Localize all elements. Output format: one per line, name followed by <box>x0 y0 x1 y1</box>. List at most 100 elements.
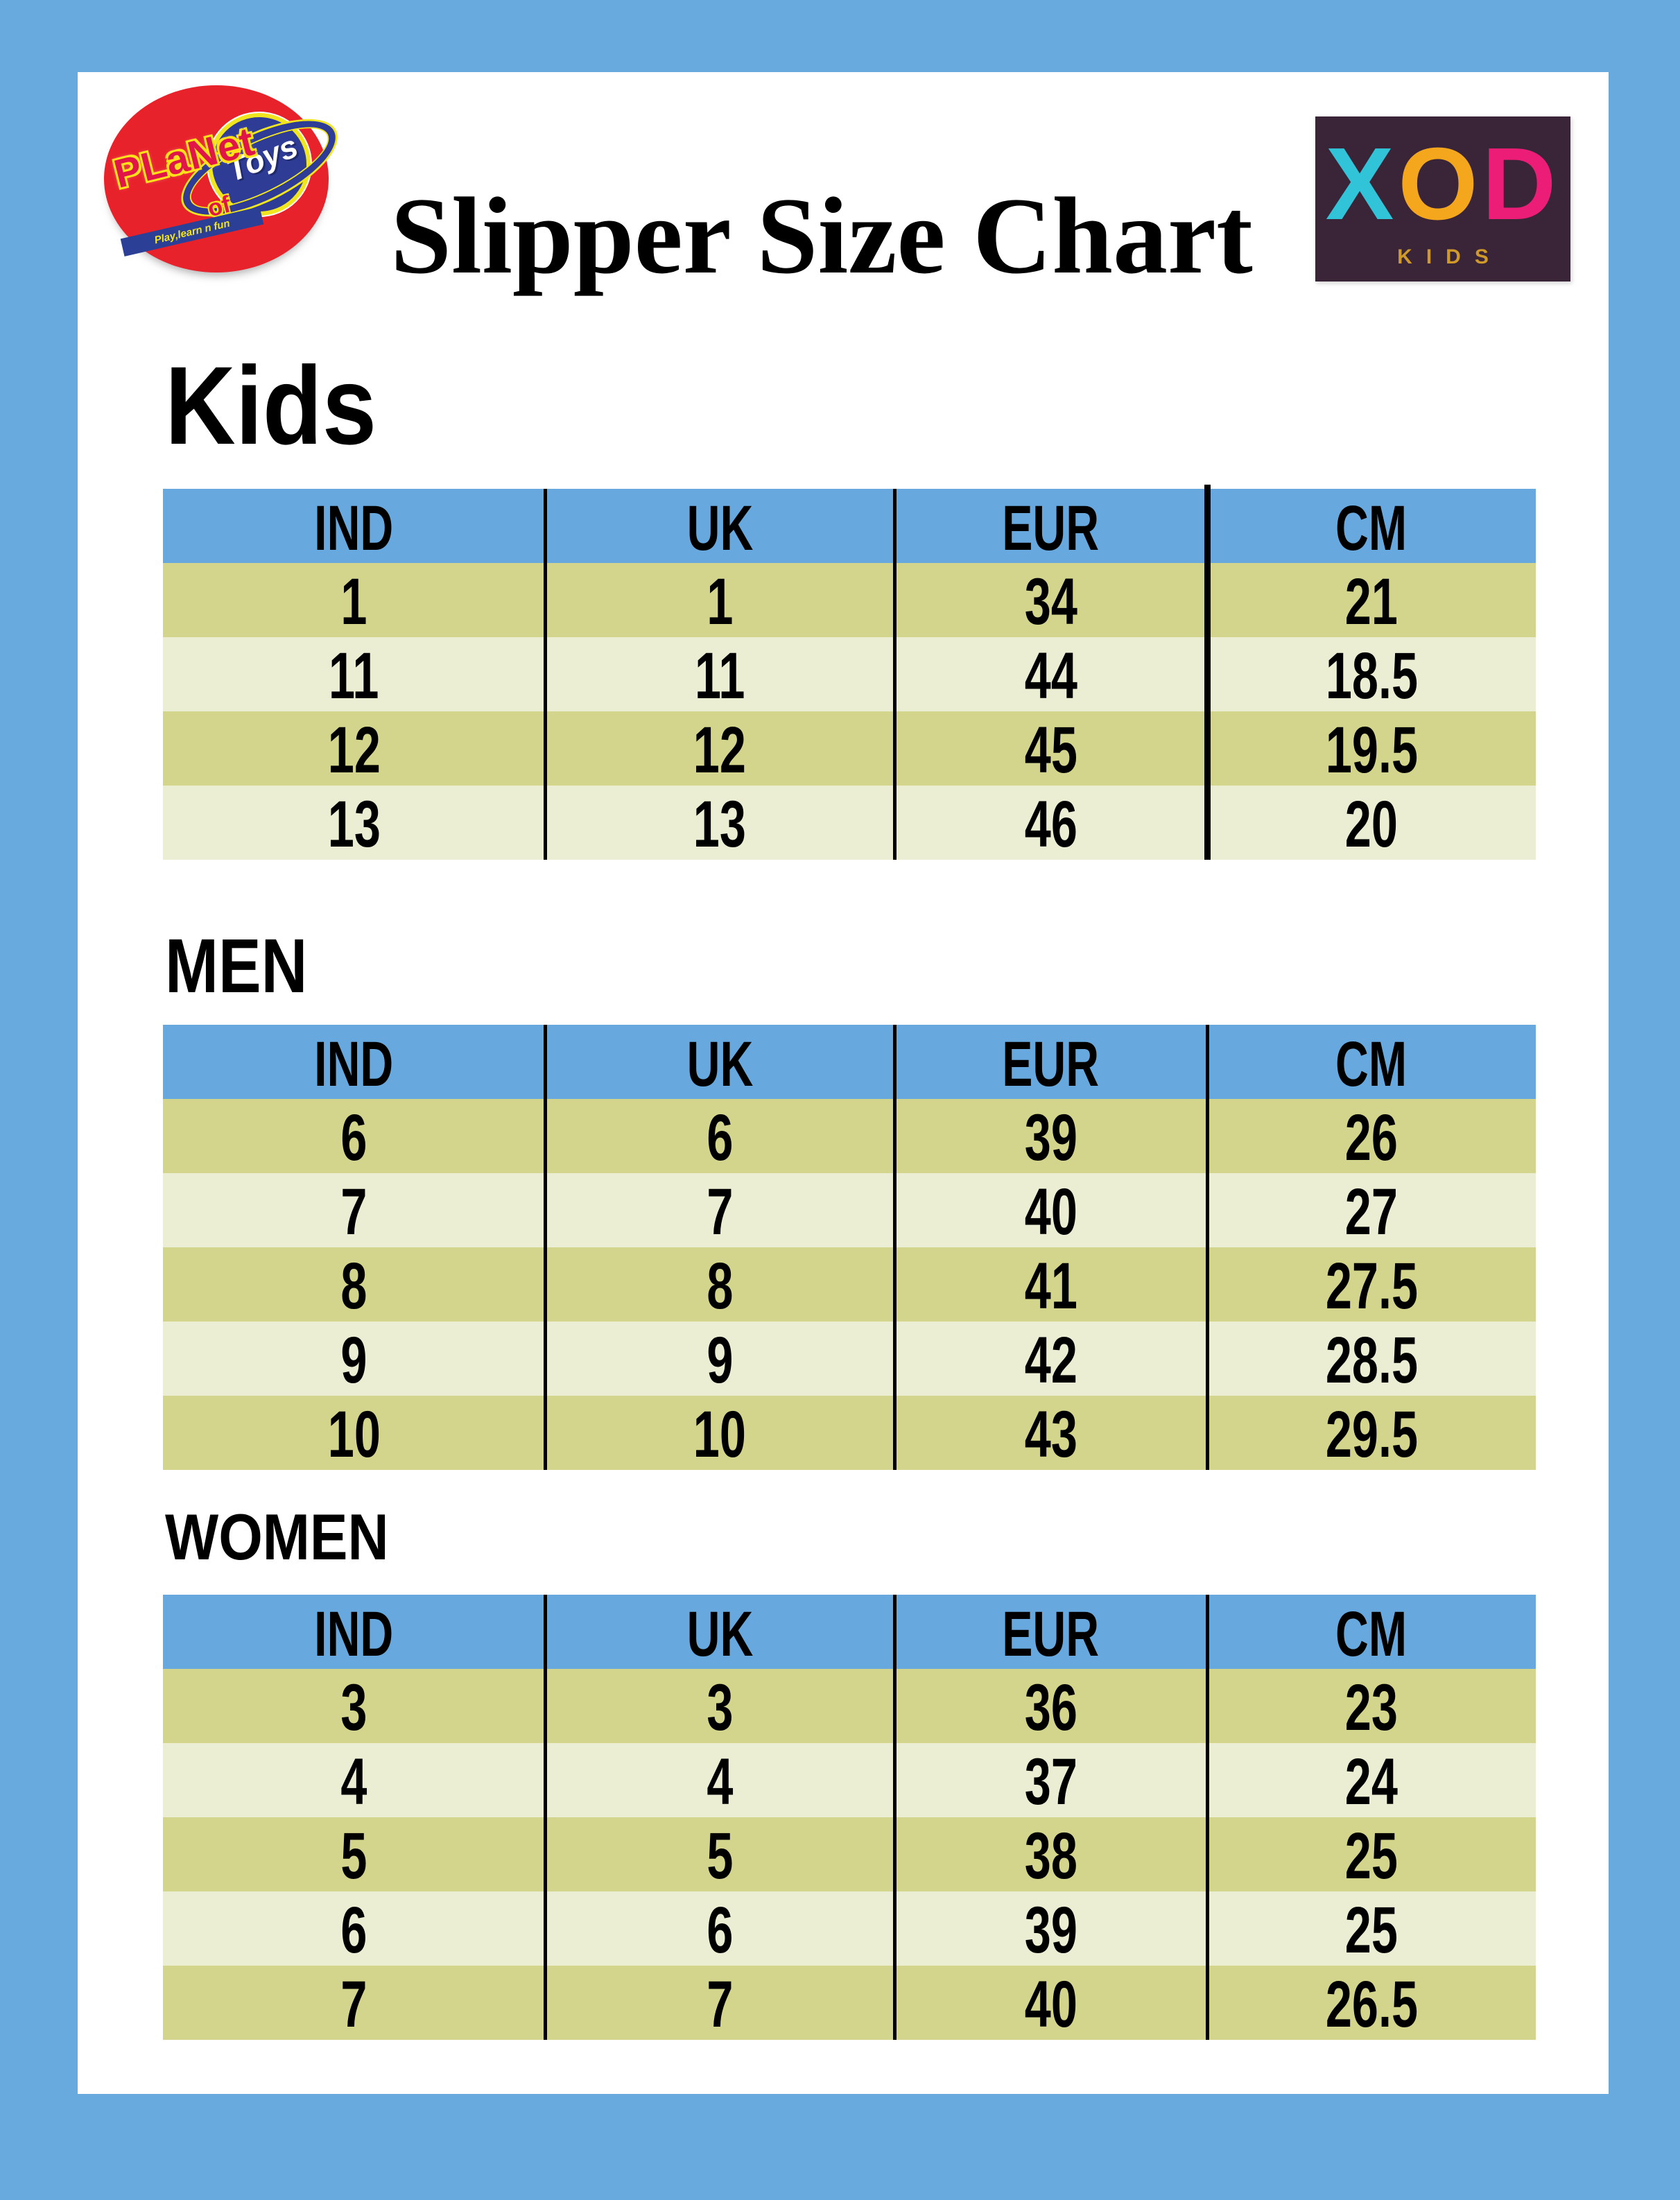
xod-letter-d: D <box>1482 127 1561 241</box>
column-header-uk: UK <box>545 489 894 563</box>
size-cell-label: 9 <box>706 1324 734 1397</box>
size-cell-label: 7 <box>340 1968 367 2041</box>
size-cell-label: 3 <box>706 1671 734 1744</box>
size-cell-label: 46 <box>1024 788 1077 861</box>
table-row: 13 13 46 20 <box>163 786 1536 860</box>
column-header-uk-label: UK <box>686 1598 753 1670</box>
table-row: 12 12 45 19.5 <box>163 711 1536 786</box>
size-cell: 4 <box>163 1743 545 1817</box>
table-row: 7 7 40 26.5 <box>163 1966 1536 2040</box>
size-cell-label: 6 <box>340 1894 367 1967</box>
column-header-ind-label: IND <box>314 492 394 564</box>
size-cell-label: 20 <box>1344 788 1398 861</box>
size-cell: 11 <box>163 637 545 711</box>
size-cell: 1 <box>545 563 894 637</box>
planet-of-toys-logo: Toys PLaNet of Play,learn n fun <box>104 85 349 272</box>
size-cell: 29.5 <box>1207 1396 1536 1470</box>
size-cell-label: 21 <box>1344 565 1398 639</box>
size-cell-label: 25 <box>1344 1894 1398 1967</box>
size-cell-label: 19.5 <box>1325 713 1418 787</box>
planet-icon <box>208 113 311 216</box>
size-cell-label: 6 <box>340 1101 367 1175</box>
size-cell: 37 <box>894 1743 1207 1817</box>
size-cell: 21 <box>1207 563 1536 637</box>
xod-kids-subtitle: KIDS <box>1397 245 1503 268</box>
column-header-cm: CM <box>1207 1025 1536 1099</box>
size-cell: 20 <box>1207 786 1536 860</box>
size-cell: 12 <box>545 711 894 786</box>
column-divider <box>1204 485 1211 860</box>
size-cell-label: 4 <box>706 1745 734 1819</box>
table-row: 10 10 43 29.5 <box>163 1396 1536 1470</box>
column-header-cm: CM <box>1207 1595 1536 1669</box>
column-header-uk: UK <box>545 1595 894 1669</box>
size-cell: 13 <box>163 786 545 860</box>
size-cell-label: 9 <box>340 1324 367 1397</box>
size-cell-label: 27 <box>1344 1175 1398 1249</box>
size-cell: 10 <box>545 1396 894 1470</box>
content-card: Toys PLaNet of Play,learn n fun Slipper … <box>78 72 1609 2094</box>
table-header-row: IND UK EUR CM <box>163 1595 1536 1669</box>
table-row: 7 7 40 27 <box>163 1173 1536 1247</box>
table-row: 5 5 38 25 <box>163 1817 1536 1891</box>
size-cell-label: 40 <box>1024 1175 1077 1249</box>
table-header-row: IND UK EUR CM <box>163 489 1536 563</box>
size-cell: 13 <box>545 786 894 860</box>
size-cell: 24 <box>1207 1743 1536 1817</box>
women-size-table: IND UK EUR CM 3 3 36 23 4 4 37 24 5 5 38 25 6 6 39 25 7 7 40 26… <box>163 1595 1536 2040</box>
size-cell: 12 <box>163 711 545 786</box>
size-cell: 7 <box>545 1966 894 2040</box>
size-cell-label: 29.5 <box>1325 1398 1418 1471</box>
size-cell: 27.5 <box>1207 1247 1536 1322</box>
size-cell-label: 6 <box>706 1894 734 1967</box>
column-header-cm: CM <box>1207 489 1536 563</box>
size-cell: 6 <box>163 1891 545 1966</box>
column-header-uk: UK <box>545 1025 894 1099</box>
size-cell-label: 34 <box>1024 565 1077 639</box>
size-cell-label: 12 <box>327 713 381 787</box>
size-cell-label: 43 <box>1024 1398 1077 1471</box>
size-cell: 6 <box>163 1099 545 1173</box>
size-cell: 8 <box>163 1247 545 1322</box>
size-cell-label: 10 <box>327 1398 381 1471</box>
column-divider <box>893 1025 897 1470</box>
size-cell: 10 <box>163 1396 545 1470</box>
size-cell-label: 6 <box>706 1101 734 1175</box>
size-cell-label: 11 <box>329 639 379 713</box>
size-cell: 9 <box>163 1322 545 1396</box>
column-header-eur: EUR <box>894 489 1207 563</box>
size-cell-label: 7 <box>706 1968 734 2041</box>
table-header-row: IND UK EUR CM <box>163 1025 1536 1099</box>
table-row: 1 1 34 21 <box>163 563 1536 637</box>
size-cell: 26.5 <box>1207 1966 1536 2040</box>
table-row: 9 9 42 28.5 <box>163 1322 1536 1396</box>
size-cell-label: 44 <box>1024 639 1077 713</box>
column-header-eur-label: EUR <box>1002 492 1100 564</box>
size-cell: 8 <box>545 1247 894 1322</box>
size-cell-label: 36 <box>1024 1671 1077 1744</box>
column-header-ind-label: IND <box>314 1598 394 1670</box>
size-cell: 23 <box>1207 1669 1536 1743</box>
size-cell: 43 <box>894 1396 1207 1470</box>
table-row: 6 6 39 26 <box>163 1099 1536 1173</box>
size-cell: 25 <box>1207 1891 1536 1966</box>
size-cell-label: 27.5 <box>1325 1249 1418 1323</box>
column-divider <box>544 489 547 860</box>
size-cell-label: 40 <box>1024 1968 1077 2041</box>
column-header-uk-label: UK <box>686 1028 753 1100</box>
size-cell-label: 41 <box>1024 1249 1077 1323</box>
size-cell-label: 39 <box>1024 1894 1077 1967</box>
column-header-ind-label: IND <box>314 1028 394 1100</box>
kids-size-table: IND UK EUR CM 1 1 34 21 11 11 44 18.5 12 12 45 19.5 13 13… <box>163 485 1536 860</box>
size-cell-label: 38 <box>1024 1819 1077 1893</box>
size-cell: 9 <box>545 1322 894 1396</box>
table-row: 6 6 39 25 <box>163 1891 1536 1966</box>
size-cell: 19.5 <box>1207 711 1536 786</box>
size-cell-label: 7 <box>340 1175 367 1249</box>
size-cell-label: 1 <box>340 565 367 639</box>
column-header-cm-label: CM <box>1335 1598 1408 1670</box>
size-cell-label: 45 <box>1024 713 1077 787</box>
size-cell: 3 <box>545 1669 894 1743</box>
size-cell: 44 <box>894 637 1207 711</box>
